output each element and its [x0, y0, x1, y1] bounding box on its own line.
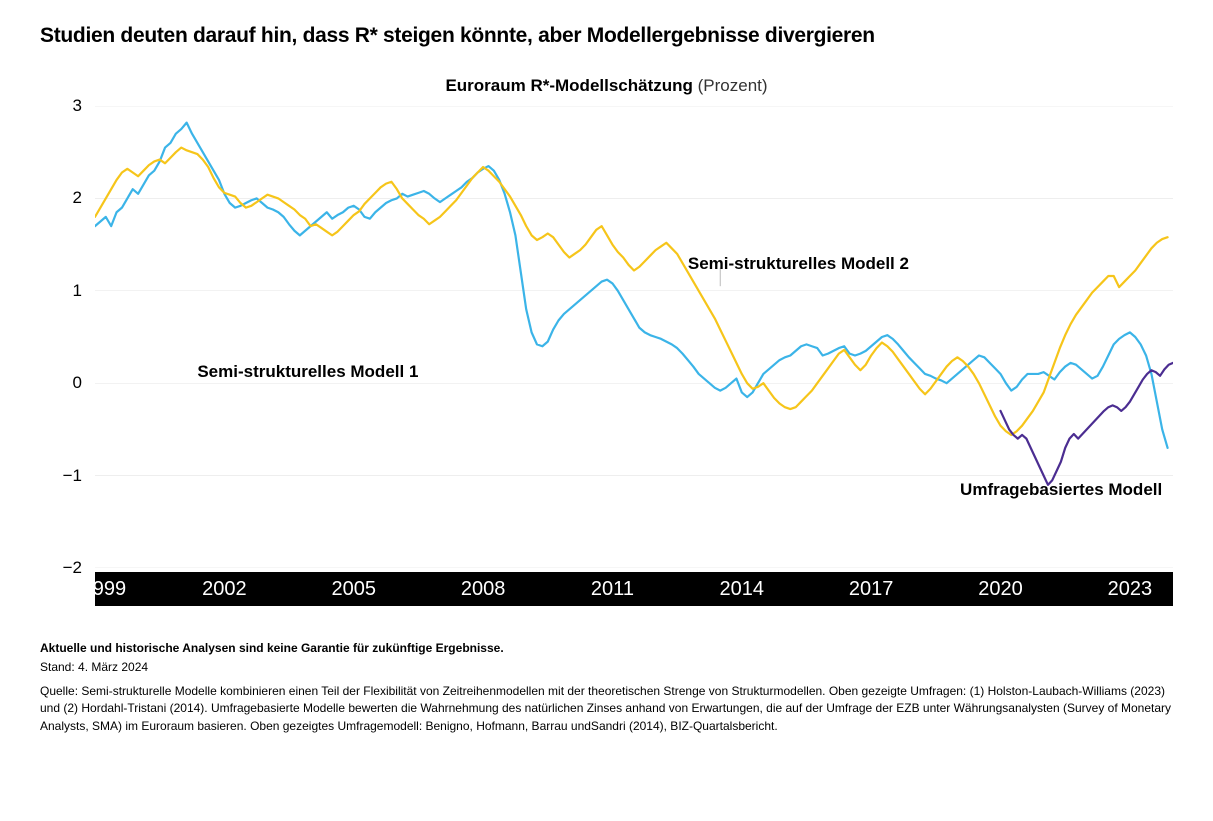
chart-footer: Aktuelle und historische Analysen sind k…	[40, 640, 1173, 735]
chart-annotation: Semi-strukturelles Modell 1	[197, 362, 418, 382]
y-tick-label: 2	[73, 188, 82, 208]
y-tick-label: 3	[73, 96, 82, 116]
chart-annotation: Umfragebasiertes Modell	[960, 480, 1162, 500]
series-line	[95, 123, 1168, 448]
y-tick-label: −2	[63, 558, 82, 578]
x-axis-band: 199920022005200820112014201720202023	[95, 572, 1173, 606]
footer-disclaimer: Aktuelle und historische Analysen sind k…	[40, 640, 1173, 657]
x-tick-label: 2014	[720, 578, 765, 601]
series-line	[1001, 363, 1173, 485]
y-tick-label: 0	[73, 373, 82, 393]
footer-source: Quelle: Semi-strukturelle Modelle kombin…	[40, 683, 1173, 735]
x-tick-label: 2005	[331, 578, 376, 601]
y-axis-labels: 3210−1−2	[40, 106, 90, 606]
y-tick-label: 1	[73, 281, 82, 301]
subtitle-bold: Euroraum R*-Modellschätzung	[445, 76, 692, 95]
x-tick-label: 2017	[849, 578, 894, 601]
chart-title: Studien deuten darauf hin, dass R* steig…	[40, 24, 1173, 48]
y-tick-label: −1	[63, 466, 82, 486]
plot-area: Semi-strukturelles Modell 2 Semi-struktur…	[95, 106, 1173, 568]
series-line	[95, 148, 1168, 435]
chart-container: 3210−1−2 Semi-strukturelles Modell 2Semi…	[40, 106, 1173, 606]
x-tick-label: 2023	[1108, 578, 1153, 601]
subtitle-unit: (Prozent)	[698, 76, 768, 95]
footer-date: Stand: 4. März 2024	[40, 659, 1173, 676]
chart-annotation: Semi-strukturelles Modell 2	[688, 254, 909, 274]
x-tick-label: 2002	[202, 578, 247, 601]
x-tick-label: 1999	[82, 578, 127, 601]
x-tick-label: 2008	[461, 578, 506, 601]
x-tick-label: 2020	[978, 578, 1023, 601]
chart-subtitle: Euroraum R*-Modellschätzung (Prozent)	[40, 76, 1173, 96]
x-tick-label: 2011	[591, 578, 634, 601]
